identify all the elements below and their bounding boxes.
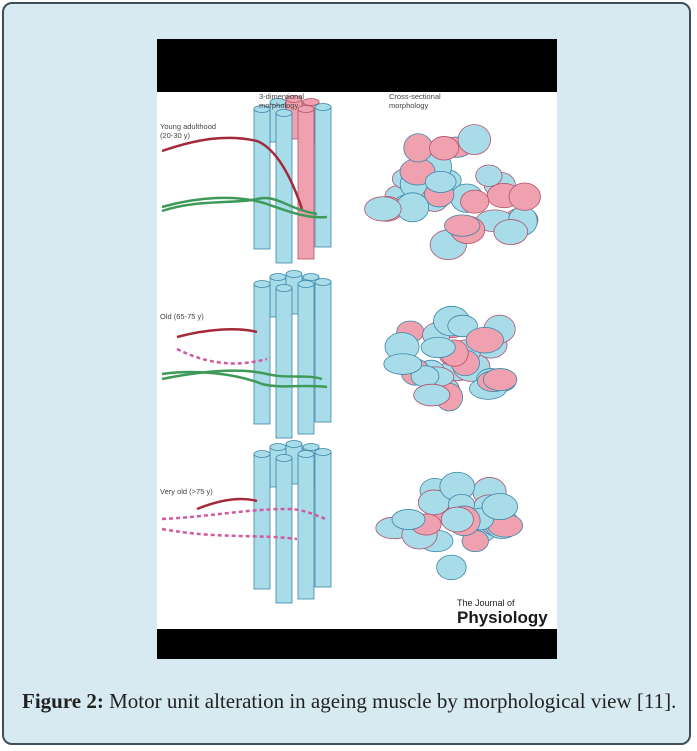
column-header: Cross-sectional	[389, 92, 441, 101]
row-label: Old (65-75 y)	[160, 312, 204, 321]
fiber-section	[425, 171, 456, 192]
fiber-section	[414, 384, 450, 406]
row-label: Very old (>75 y)	[160, 487, 213, 496]
fiber-end	[298, 106, 314, 113]
fiber-section	[458, 125, 491, 155]
muscle-fiber	[298, 284, 314, 434]
muscle-fiber	[298, 109, 314, 259]
fiber-section	[483, 369, 516, 391]
fiber-section	[461, 190, 489, 213]
fiber-end	[315, 279, 331, 286]
muscle-fiber	[276, 458, 292, 603]
fiber-section	[421, 337, 455, 357]
column-header: morphology	[389, 101, 428, 110]
figure-frame: 3-dimentional morphology Cross-sectional…	[2, 2, 691, 745]
muscle-fiber	[276, 113, 292, 263]
column-header: 3-dimentional	[259, 92, 304, 101]
fiber-section	[404, 134, 433, 162]
fiber-end	[286, 441, 302, 448]
muscle-fiber	[315, 282, 331, 422]
muscle-fiber	[315, 452, 331, 587]
fiber-end	[315, 104, 331, 111]
fiber-section	[509, 183, 540, 210]
fiber-section	[494, 220, 528, 245]
fiber-end	[286, 271, 302, 278]
row-label: Young adulthood	[160, 122, 216, 131]
figure-image: 3-dimentional morphology Cross-sectional…	[157, 39, 557, 659]
caption-label: Figure 2:	[22, 689, 104, 713]
fiber-section	[482, 493, 517, 519]
fiber-end	[270, 444, 286, 451]
fiber-end	[276, 285, 292, 292]
fiber-section	[441, 507, 473, 532]
muscle-fiber	[276, 288, 292, 438]
fiber-section	[437, 555, 467, 580]
muscle-fiber	[254, 284, 270, 424]
row-label: (20-30 y)	[160, 131, 191, 140]
fiber-end	[276, 110, 292, 117]
muscle-fiber	[298, 454, 314, 599]
fiber-section	[430, 136, 459, 160]
journal-name: The Journal of	[457, 598, 515, 608]
fiber-section	[466, 327, 503, 353]
fiber-end	[254, 451, 270, 458]
fiber-end	[270, 274, 286, 281]
fiber-end	[298, 451, 314, 458]
fiber-end	[315, 449, 331, 456]
fiber-section	[392, 509, 425, 529]
muscle-fiber	[315, 107, 331, 247]
fiber-section	[476, 165, 502, 187]
caption-text: Motor unit alteration in ageing muscle b…	[109, 689, 676, 713]
black-bar-top	[157, 39, 557, 92]
fiber-section	[365, 197, 402, 221]
fiber-end	[298, 281, 314, 288]
muscle-fiber	[254, 454, 270, 589]
fiber-section	[444, 215, 479, 236]
muscle-fiber	[254, 109, 270, 249]
fiber-end	[254, 281, 270, 288]
caption: Figure 2: Motor unit alteration in agein…	[22, 687, 682, 716]
fiber-section	[384, 354, 422, 375]
page: {"figure": { "column_headers": [["3-dime…	[0, 0, 697, 751]
fiber-end	[276, 455, 292, 462]
black-bar-bottom	[157, 629, 557, 659]
column-header: morphology	[259, 101, 298, 110]
journal-name: Physiology	[457, 608, 548, 627]
